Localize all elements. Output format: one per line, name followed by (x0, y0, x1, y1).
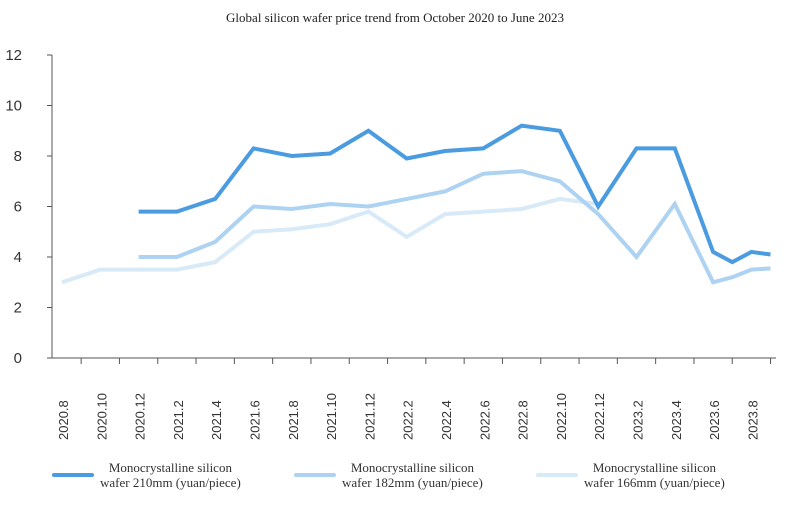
x-tick-label: 2022.6 (477, 400, 492, 440)
legend-item-166mm: Monocrystalline silicon wafer 166mm (yua… (536, 460, 786, 500)
legend-label-166mm: Monocrystalline silicon wafer 166mm (yua… (584, 460, 725, 490)
legend-label-166mm-line1: Monocrystalline silicon (592, 460, 716, 475)
x-tick-label: 2023.8 (745, 400, 760, 440)
legend-label-182mm-line1: Monocrystalline silicon (350, 460, 474, 475)
legend-swatch-166mm (536, 473, 578, 477)
series-line-166mm (61, 196, 599, 285)
y-tick-label: 12 (5, 47, 22, 64)
x-tick-label: 2022.4 (439, 400, 454, 440)
legend-item-210mm: Monocrystalline silicon wafer 210mm (yua… (52, 460, 292, 500)
x-tick-label: 2021.10 (324, 393, 339, 440)
x-tick-label: 2020.10 (94, 393, 109, 440)
x-tick-label: 2022.12 (592, 393, 607, 440)
x-tick-label: 2022.2 (401, 400, 416, 440)
x-tick-label: 2023.6 (707, 400, 722, 440)
legend-swatch-210mm (52, 473, 94, 477)
y-tick-label: 2 (14, 300, 22, 317)
legend-label-210mm: Monocrystalline silicon wafer 210mm (yua… (100, 460, 241, 490)
x-tick-label: 2021.6 (248, 400, 263, 440)
y-tick-label: 6 (14, 199, 22, 216)
legend-label-210mm-line1: Monocrystalline silicon (108, 460, 232, 475)
legend-label-182mm-line2: wafer 182mm (yuan/piece) (342, 475, 483, 490)
legend-label-166mm-line2: wafer 166mm (yuan/piece) (584, 475, 725, 490)
x-tick-label: 2021.2 (171, 400, 186, 440)
y-tick-label: 4 (14, 249, 22, 266)
x-tick-label: 2021.8 (286, 400, 301, 440)
x-tick-label: 2021.12 (362, 393, 377, 440)
x-tick-label: 2023.2 (631, 400, 646, 440)
series-line-210mm (138, 123, 771, 265)
series-line-182mm (138, 169, 771, 285)
y-tick-label: 8 (14, 148, 22, 165)
x-tick-label: 2020.12 (133, 393, 148, 440)
x-tick-label: 2023.4 (669, 400, 684, 440)
x-tick-label: 2022.8 (516, 400, 531, 440)
legend-label-210mm-line2: wafer 210mm (yuan/piece) (100, 475, 241, 490)
x-tick-label: 2020.8 (56, 400, 71, 440)
y-tick-label: 10 (5, 98, 22, 115)
legend-item-182mm: Monocrystalline silicon wafer 182mm (yua… (294, 460, 534, 500)
x-tick-label: 2021.4 (209, 400, 224, 440)
chart-title: Global silicon wafer price trend from Oc… (226, 10, 564, 25)
legend-swatch-182mm (294, 473, 336, 477)
legend-label-182mm: Monocrystalline silicon wafer 182mm (yua… (342, 460, 483, 490)
y-tick-label: 0 (14, 350, 22, 367)
x-tick-label: 2022.10 (554, 393, 569, 440)
